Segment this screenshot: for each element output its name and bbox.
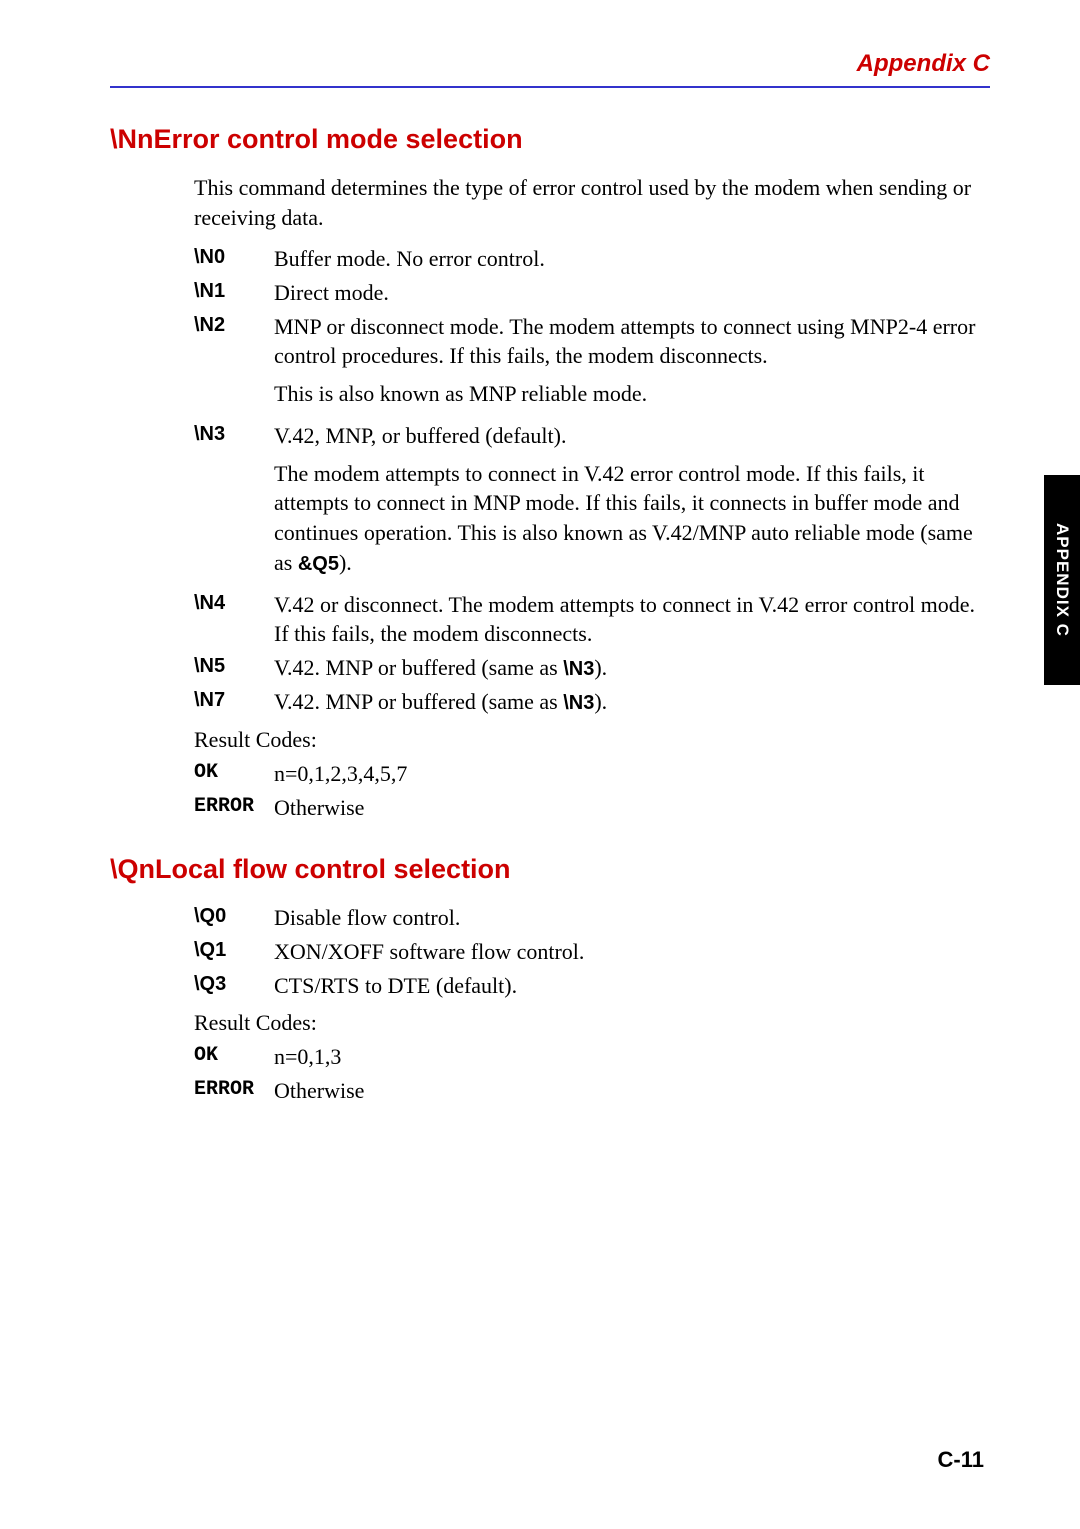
def-row: \Q3 CTS/RTS to DTE (default). (194, 971, 990, 1001)
def-desc: XON/XOFF software flow control. (274, 937, 990, 967)
def-desc-text: ). (594, 655, 607, 680)
def-term: \N3 (194, 421, 274, 586)
def-desc-text: The modem attempts to connect in V.42 er… (274, 461, 973, 575)
def-desc-text: ). (594, 689, 607, 714)
result-term: ERROR (194, 793, 274, 823)
def-row: \N1 Direct mode. (194, 278, 990, 308)
def-term: \N1 (194, 278, 274, 308)
def-desc-p1: MNP or disconnect mode. The modem attemp… (274, 312, 990, 371)
def-desc-p2: This is also known as MNP reliable mode. (274, 379, 990, 409)
result-desc: n=0,1,2,3,4,5,7 (274, 759, 990, 789)
def-desc: V.42. MNP or buffered (same as \N3). (274, 687, 990, 717)
result-codes-label: Result Codes: (194, 1010, 990, 1036)
page: Appendix C \NnError control mode selecti… (0, 0, 1080, 1529)
section2-title: \QnLocal flow control selection (110, 854, 990, 885)
result-desc: Otherwise (274, 793, 990, 823)
inline-code: \N3 (563, 692, 594, 714)
section-gap (110, 826, 990, 854)
result-desc: Otherwise (274, 1076, 990, 1106)
def-desc: V.42. MNP or buffered (same as \N3). (274, 653, 990, 683)
result-row: ERROR Otherwise (194, 1076, 990, 1106)
def-desc: Disable flow control. (274, 903, 990, 933)
def-row: \N3 V.42, MNP, or buffered (default). Th… (194, 421, 990, 586)
def-desc: Direct mode. (274, 278, 990, 308)
def-desc: MNP or disconnect mode. The modem attemp… (274, 312, 990, 417)
def-desc-text: ). (339, 550, 352, 575)
inline-code: &Q5 (298, 553, 339, 575)
def-desc: V.42, MNP, or buffered (default). The mo… (274, 421, 990, 586)
def-desc: V.42 or disconnect. The modem attempts t… (274, 590, 990, 649)
def-term: \N0 (194, 244, 274, 274)
def-desc: Buffer mode. No error control. (274, 244, 990, 274)
result-term: OK (194, 1042, 274, 1072)
result-codes-label: Result Codes: (194, 727, 990, 753)
appendix-label: Appendix C (857, 50, 990, 77)
result-term: OK (194, 759, 274, 789)
section1-title: \NnError control mode selection (110, 124, 990, 155)
def-desc-p1: V.42, MNP, or buffered (default). (274, 421, 990, 451)
side-tab-label: APPENDIX C (1052, 523, 1072, 637)
def-row: \N0 Buffer mode. No error control. (194, 244, 990, 274)
def-row: \Q0 Disable flow control. (194, 903, 990, 933)
def-term: \N2 (194, 312, 274, 417)
page-footer: C-11 (938, 1447, 984, 1473)
page-header: Appendix C (110, 50, 990, 88)
result-row: ERROR Otherwise (194, 793, 990, 823)
result-row: OK n=0,1,2,3,4,5,7 (194, 759, 990, 789)
def-term: \N7 (194, 687, 274, 717)
def-desc-text: V.42. MNP or buffered (same as (274, 655, 563, 680)
def-row: \N2 MNP or disconnect mode. The modem at… (194, 312, 990, 417)
page-number: C-11 (938, 1447, 984, 1472)
def-row: \N5 V.42. MNP or buffered (same as \N3). (194, 653, 990, 683)
def-term: \Q1 (194, 937, 274, 967)
inline-code: \N3 (563, 658, 594, 680)
def-row: \Q1 XON/XOFF software flow control. (194, 937, 990, 967)
def-term: \Q3 (194, 971, 274, 1001)
def-term: \N4 (194, 590, 274, 649)
def-term: \Q0 (194, 903, 274, 933)
def-row: \N7 V.42. MNP or buffered (same as \N3). (194, 687, 990, 717)
def-desc: CTS/RTS to DTE (default). (274, 971, 990, 1001)
def-desc-text: V.42. MNP or buffered (same as (274, 689, 563, 714)
result-desc: n=0,1,3 (274, 1042, 990, 1072)
result-row: OK n=0,1,3 (194, 1042, 990, 1072)
result-term: ERROR (194, 1076, 274, 1106)
def-desc-p2: The modem attempts to connect in V.42 er… (274, 459, 990, 578)
section1-intro: This command determines the type of erro… (194, 173, 990, 232)
side-tab: APPENDIX C (1044, 475, 1080, 685)
def-row: \N4 V.42 or disconnect. The modem attemp… (194, 590, 990, 649)
def-term: \N5 (194, 653, 274, 683)
